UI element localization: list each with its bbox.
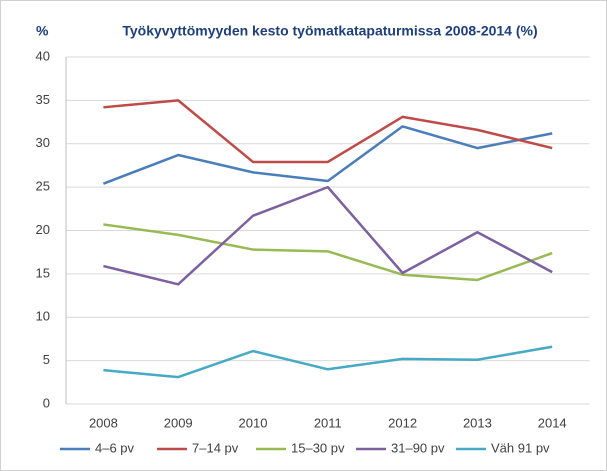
x-tick-label: 2011 xyxy=(314,415,342,430)
series-line xyxy=(103,185,553,286)
x-tick-label: 2012 xyxy=(388,415,417,430)
series-line xyxy=(102,125,553,185)
y-tick-label: 10 xyxy=(36,309,50,324)
legend-label: 4–6 pv xyxy=(95,440,135,455)
y-tick-label: 25 xyxy=(36,179,50,194)
x-tick-label: 2010 xyxy=(239,415,268,430)
chart-title: Työkyvyttömyyden kesto työmatkatapaturmi… xyxy=(122,23,537,39)
y-tick-label: 0 xyxy=(43,395,50,410)
y-tick-label: 35 xyxy=(36,92,50,107)
series-line xyxy=(103,345,553,379)
legend-label: 31–90 pv xyxy=(391,440,445,455)
y-tick-label: 5 xyxy=(43,352,50,367)
x-tick-label: 2008 xyxy=(89,415,118,430)
x-tick-label: 2013 xyxy=(463,415,492,430)
y-tick-label: 30 xyxy=(36,135,50,150)
legend-label: 7–14 pv xyxy=(192,440,239,455)
y-tick-label: 20 xyxy=(36,222,50,237)
series-line xyxy=(103,223,553,282)
y-tick-label: 15 xyxy=(36,265,50,280)
x-tick-label: 2009 xyxy=(164,415,193,430)
legend-label: Väh 91 pv xyxy=(491,440,550,455)
y-axis-label: % xyxy=(36,23,49,39)
y-tick-label: 40 xyxy=(36,48,50,63)
series-line xyxy=(103,99,553,164)
x-tick-label: 2014 xyxy=(538,415,567,430)
legend-label: 15–30 pv xyxy=(291,440,345,455)
